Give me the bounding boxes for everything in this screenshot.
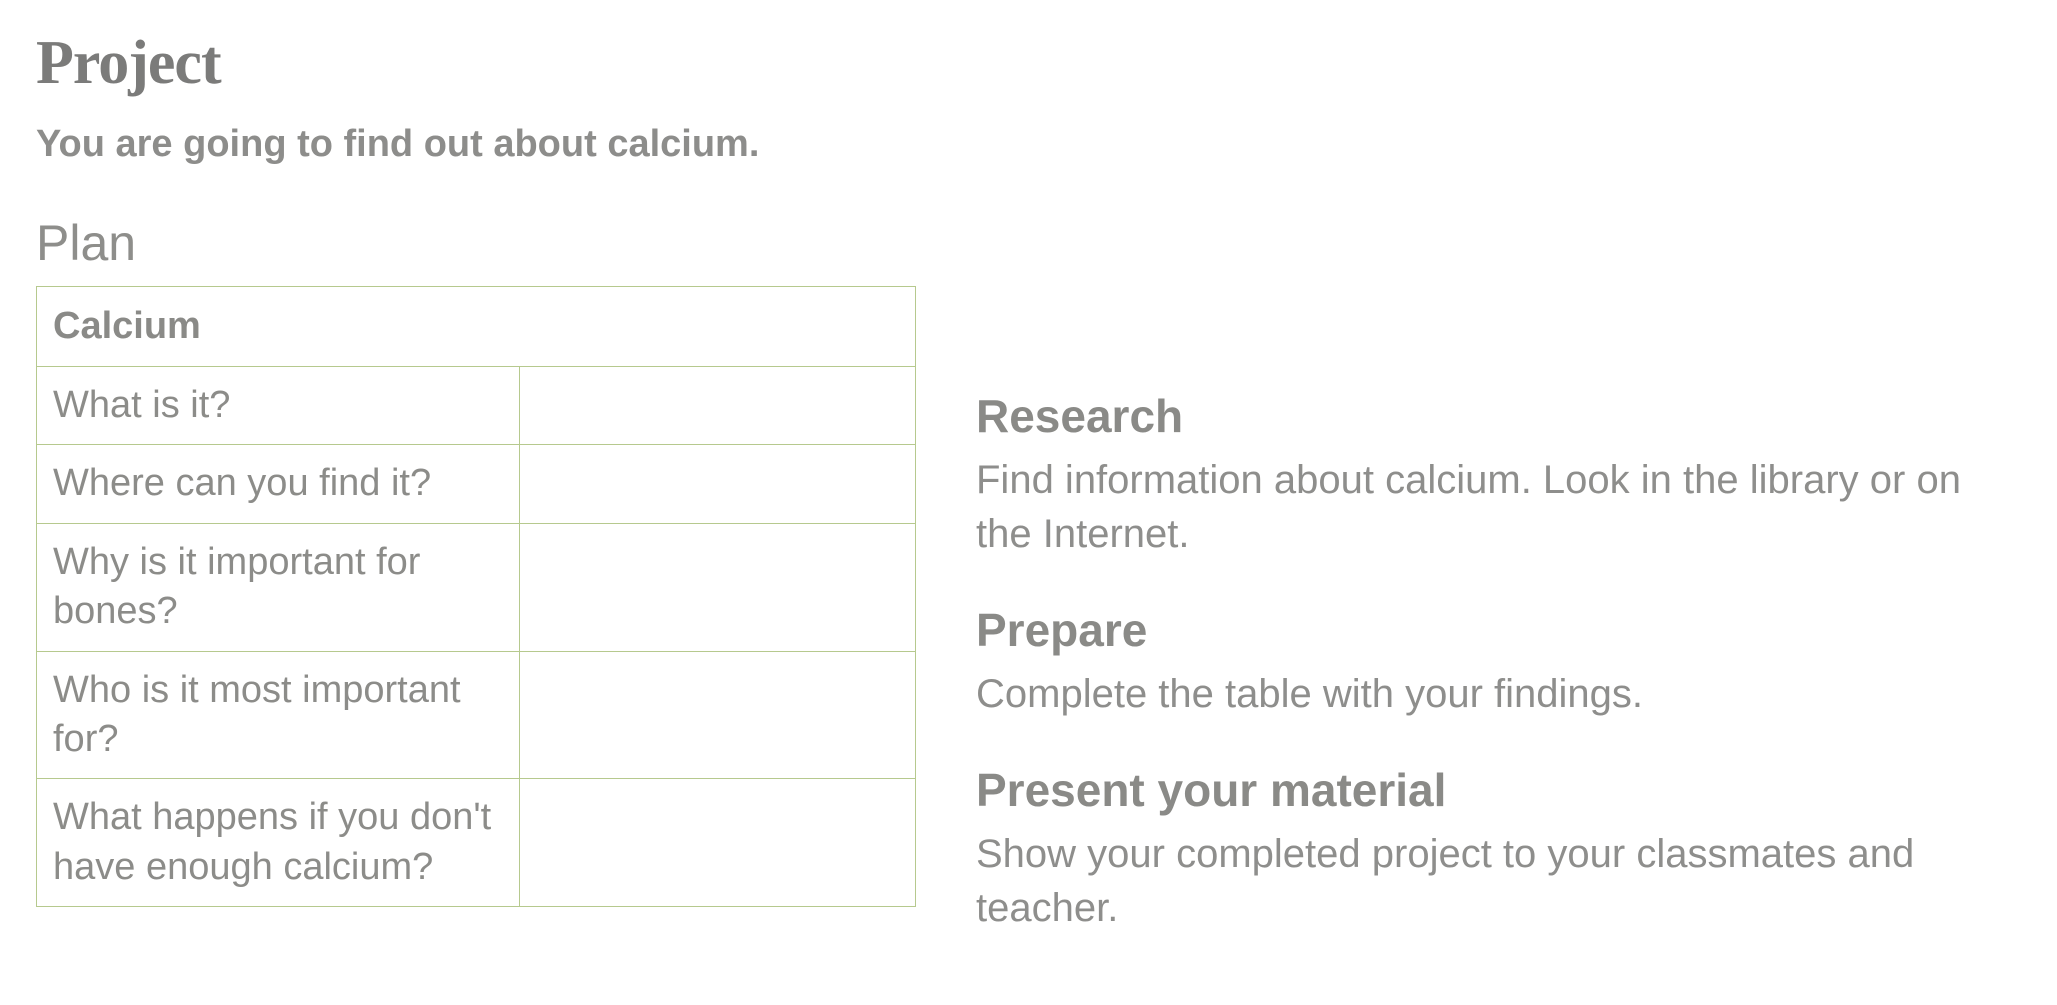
- question-cell: Where can you find it?: [37, 445, 520, 523]
- answer-cell[interactable]: [520, 523, 916, 651]
- prepare-text: Complete the table with your findings.: [976, 667, 2021, 721]
- present-heading: Present your material: [976, 763, 2021, 817]
- table-row: Who is it most important for?: [37, 651, 916, 779]
- research-heading: Research: [976, 389, 2021, 443]
- question-cell: Who is it most important for?: [37, 651, 520, 779]
- answer-cell[interactable]: [520, 445, 916, 523]
- right-column: Research Find information about calcium.…: [976, 214, 2021, 977]
- left-column: Plan Calcium What is it? Where can you f…: [36, 214, 916, 977]
- calcium-table: Calcium What is it? Where can you find i…: [36, 286, 916, 907]
- content-container: Plan Calcium What is it? Where can you f…: [36, 214, 2021, 977]
- prepare-heading: Prepare: [976, 603, 2021, 657]
- answer-cell[interactable]: [520, 651, 916, 779]
- research-text: Find information about calcium. Look in …: [976, 453, 2021, 561]
- table-row: Where can you find it?: [37, 445, 916, 523]
- answer-cell[interactable]: [520, 367, 916, 445]
- answer-cell[interactable]: [520, 779, 916, 907]
- table-row: Why is it important for bones?: [37, 523, 916, 651]
- project-title: Project: [36, 28, 2021, 99]
- question-cell: What is it?: [37, 367, 520, 445]
- table-title: Calcium: [37, 287, 916, 367]
- present-text: Show your completed project to your clas…: [976, 827, 2021, 935]
- question-cell: Why is it important for bones?: [37, 523, 520, 651]
- project-subtitle: You are going to find out about calcium.: [36, 123, 2021, 166]
- plan-heading: Plan: [36, 214, 916, 272]
- table-row: What is it?: [37, 367, 916, 445]
- table-row: What happens if you don't have enough ca…: [37, 779, 916, 907]
- question-cell: What happens if you don't have enough ca…: [37, 779, 520, 907]
